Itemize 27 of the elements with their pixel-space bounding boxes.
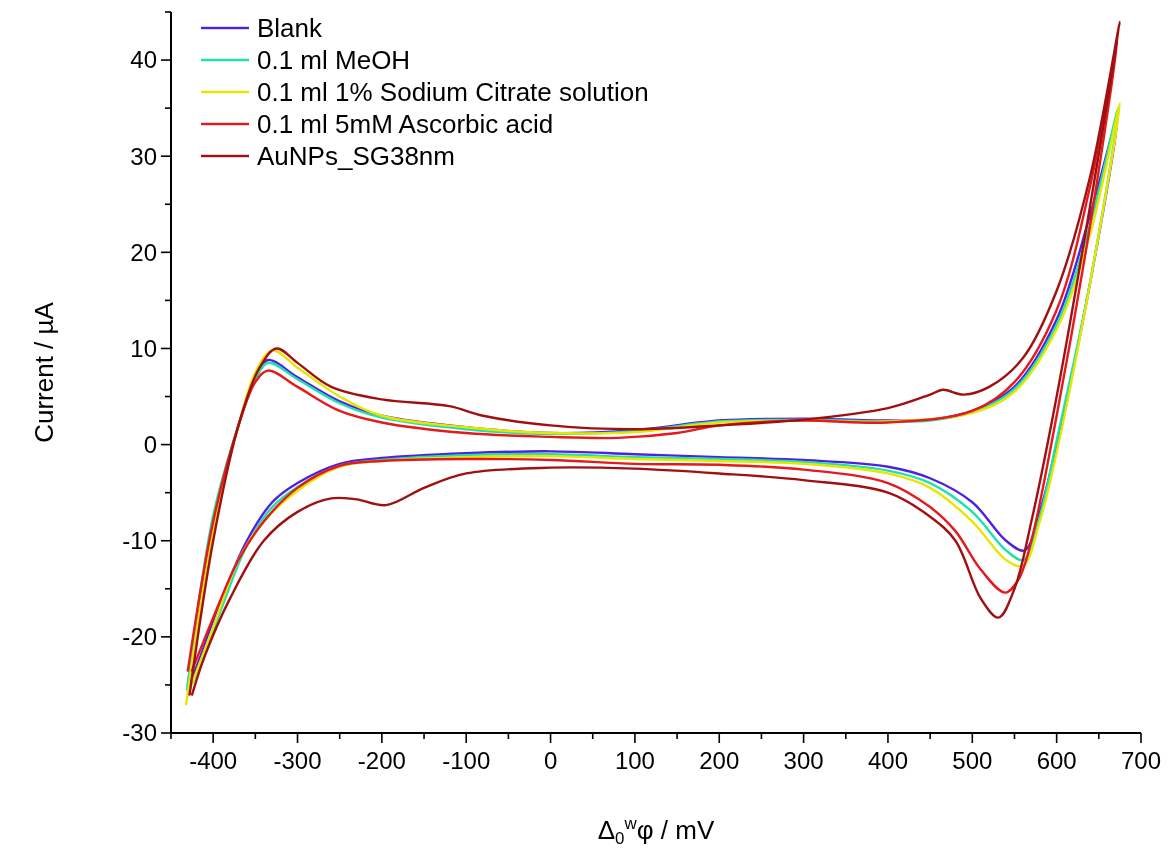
legend-label: 0.1 ml MeOH (257, 45, 411, 76)
x-tick-label: 400 (867, 747, 908, 774)
x-tick-label: 200 (699, 747, 740, 774)
y-tick-label: 20 (130, 238, 157, 266)
y-tick-label: 40 (130, 46, 157, 74)
x-axis-title: Δ$_{0}$$^{w}$φ / mV (597, 813, 715, 849)
legend-label: 0.1 ml 1% Sodium Citrate solution (257, 77, 649, 108)
x-tick-label: 500 (952, 747, 993, 774)
x-tick-label: 700 (1120, 747, 1162, 774)
legend-label: AuNPs_SG38nm (257, 141, 455, 172)
y-tick-label: 10 (130, 334, 157, 362)
y-tick-label: -20 (122, 623, 157, 651)
legend-label: Blank (257, 13, 324, 44)
x-tick-label: 100 (614, 747, 655, 774)
y-tick-label: -10 (122, 527, 157, 555)
y-tick-label: 30 (130, 142, 157, 170)
x-tick-label: 600 (1036, 747, 1077, 774)
x-tick-label: -400 (189, 747, 238, 774)
legend-label: 0.1 ml 5mM Ascorbic acid (257, 109, 554, 140)
x-tick-label: 300 (783, 747, 824, 774)
x-tick-label: -200 (357, 747, 406, 774)
x-tick-label: 0 (543, 747, 558, 774)
y-tick-label: 0 (143, 431, 157, 458)
x-tick-label: -100 (442, 747, 491, 774)
y-axis-title: Current / µA (29, 301, 59, 443)
x-tick-label: -300 (273, 747, 322, 774)
y-tick-label: -30 (122, 719, 157, 747)
